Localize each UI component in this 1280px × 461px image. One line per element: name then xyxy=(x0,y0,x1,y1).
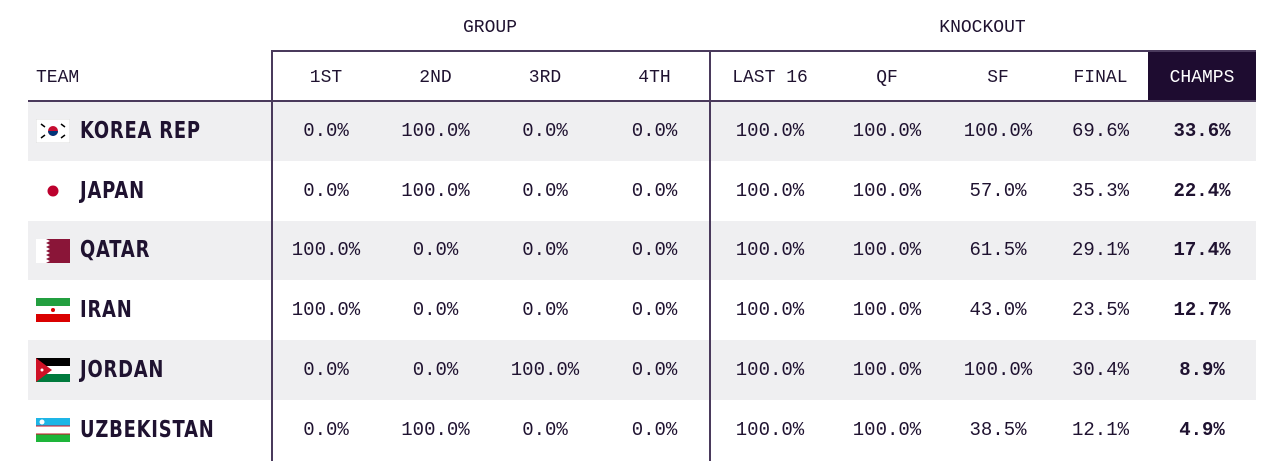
probability-cell: 100.0% xyxy=(852,179,922,202)
champion-probability: 17.4% xyxy=(1173,239,1231,262)
probability-cell: 100.0% xyxy=(852,119,922,142)
probability-cell: 57.0% xyxy=(969,179,1027,202)
probability-cell: 100.0% xyxy=(735,179,805,202)
champion-probability: 12.7% xyxy=(1173,299,1231,322)
probability-cell: 12.1% xyxy=(1071,418,1129,441)
probability-cell: 100.0% xyxy=(852,239,922,262)
probability-cell: 100.0% xyxy=(291,299,361,322)
flag-icon xyxy=(36,298,70,323)
probability-cell: 100.0% xyxy=(963,119,1033,142)
probability-cell: 100.0% xyxy=(510,359,580,382)
team-name-text: KOREA REP xyxy=(80,117,201,144)
column-header: 4TH xyxy=(638,67,671,88)
probability-cell: 0.0% xyxy=(522,299,568,322)
divider xyxy=(271,50,1256,52)
probability-cell: 100.0% xyxy=(291,239,361,262)
probability-cell: 0.0% xyxy=(631,418,678,441)
probability-cell: 69.6% xyxy=(1071,119,1129,142)
flag-icon xyxy=(36,358,70,383)
row-background xyxy=(28,340,1256,400)
row-background xyxy=(28,220,1256,281)
team-name: UZBEKISTAN xyxy=(80,400,270,460)
probability-cell: 0.0% xyxy=(631,179,678,202)
divider xyxy=(709,50,711,461)
probability-cell: 29.1% xyxy=(1071,239,1129,262)
column-header: 2ND xyxy=(419,67,452,88)
champion-probability: 22.4% xyxy=(1173,179,1231,202)
probability-cell: 100.0% xyxy=(735,418,805,441)
flag-icon xyxy=(36,178,70,203)
probability-cell: 0.0% xyxy=(522,119,568,142)
divider xyxy=(28,100,1256,102)
probability-cell: 100.0% xyxy=(852,359,922,382)
group-header: KNOCKOUT xyxy=(939,17,1026,38)
column-header: 1ST xyxy=(309,67,343,88)
group-header: GROUP xyxy=(462,17,517,38)
champion-probability: 33.6% xyxy=(1173,119,1231,142)
probability-cell: 0.0% xyxy=(303,119,349,142)
probability-cell: 38.5% xyxy=(969,418,1027,441)
probability-cell: 0.0% xyxy=(303,418,349,441)
probability-cell: 0.0% xyxy=(412,299,459,322)
probability-cell: 100.0% xyxy=(401,119,470,142)
team-name: JAPAN xyxy=(80,161,270,221)
column-header: QF xyxy=(876,67,898,88)
probability-cell: 100.0% xyxy=(963,359,1033,382)
column-header: LAST 16 xyxy=(732,67,808,88)
team-name: IRAN xyxy=(80,280,270,340)
flag-icon xyxy=(36,418,70,442)
probability-cell: 0.0% xyxy=(522,418,568,441)
probability-cell: 0.0% xyxy=(631,239,678,262)
team-name: KOREA REP xyxy=(80,101,270,161)
team-name-text: JORDAN xyxy=(80,357,165,384)
team-name-text: QATAR xyxy=(80,237,151,264)
flag-icon xyxy=(36,119,70,143)
probability-cell: 30.4% xyxy=(1071,359,1129,382)
team-name-text: IRAN xyxy=(80,297,133,324)
probability-cell: 100.0% xyxy=(735,239,805,262)
probability-cell: 100.0% xyxy=(735,359,805,382)
champion-probability: 4.9% xyxy=(1179,418,1225,441)
column-header: FINAL xyxy=(1073,67,1128,88)
probability-cell: 35.3% xyxy=(1071,179,1129,202)
highlight-header xyxy=(1148,50,1256,101)
probability-cell: 100.0% xyxy=(401,179,470,202)
probability-cell: 0.0% xyxy=(412,239,459,262)
team-name: QATAR xyxy=(80,221,270,281)
probability-cell: 100.0% xyxy=(735,119,805,142)
probability-cell: 0.0% xyxy=(303,179,349,202)
column-header: CHAMPS xyxy=(1169,67,1235,88)
team-name-text: UZBEKISTAN xyxy=(80,416,215,443)
probability-cell: 61.5% xyxy=(969,239,1027,262)
probability-cell: 100.0% xyxy=(401,418,470,441)
probability-cell: 43.0% xyxy=(969,299,1027,322)
probability-cell: 100.0% xyxy=(735,299,805,322)
probability-cell: 0.0% xyxy=(303,359,349,382)
probability-cell: 0.0% xyxy=(522,179,568,202)
flag-icon xyxy=(36,238,70,263)
team-name-text: JAPAN xyxy=(80,177,145,204)
row-background xyxy=(28,101,1256,161)
probability-cell: 0.0% xyxy=(631,299,678,322)
probability-cell: 0.0% xyxy=(631,119,678,142)
probability-cell: 100.0% xyxy=(852,299,922,322)
probability-cell: 0.0% xyxy=(412,359,459,382)
champion-probability: 8.9% xyxy=(1179,359,1225,382)
team-name: JORDAN xyxy=(80,340,270,400)
divider xyxy=(271,50,273,461)
probability-cell: 23.5% xyxy=(1071,299,1129,322)
column-header: SF xyxy=(987,67,1009,88)
probability-cell: 0.0% xyxy=(631,359,678,382)
column-header: TEAM xyxy=(36,67,80,88)
probability-cell: 0.0% xyxy=(522,239,568,262)
probability-cell: 100.0% xyxy=(852,418,922,441)
column-header: 3RD xyxy=(528,67,562,88)
